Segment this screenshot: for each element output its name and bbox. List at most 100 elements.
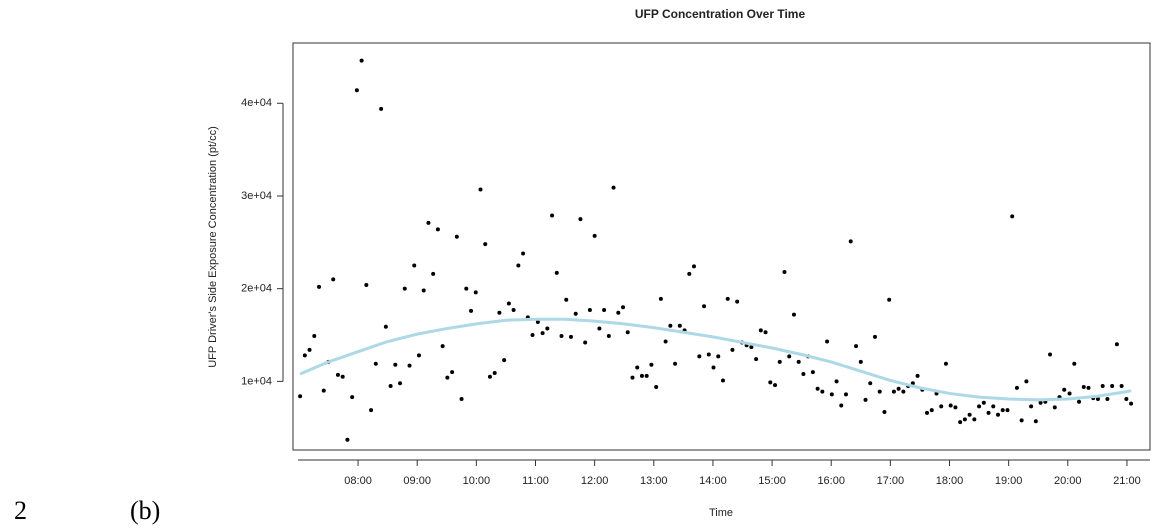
point [440, 344, 445, 349]
point [868, 381, 873, 386]
point [469, 308, 474, 313]
x-tick-label: 09:00 [403, 475, 431, 487]
point [431, 271, 436, 276]
point [435, 227, 440, 232]
point [502, 358, 507, 363]
point [379, 106, 384, 111]
point [1086, 385, 1091, 390]
point [1014, 385, 1019, 390]
point [995, 412, 1000, 417]
point [302, 353, 307, 358]
figure-label: (b) [130, 496, 160, 525]
point [492, 371, 497, 376]
point [1024, 379, 1029, 384]
point [1081, 384, 1086, 389]
point [583, 340, 588, 345]
y-tick-label: 1e+04 [241, 375, 272, 387]
point [497, 310, 502, 315]
point [1072, 361, 1077, 366]
point [773, 383, 778, 388]
point [345, 437, 350, 442]
point [843, 392, 848, 397]
point [573, 311, 578, 316]
point [929, 408, 934, 413]
point [611, 185, 616, 190]
y-tick-label: 4e+04 [241, 97, 272, 109]
point [369, 408, 374, 413]
y-axis-title: UFP Driver's Side Exposure Concentration… [207, 126, 219, 368]
point [654, 384, 659, 389]
point [359, 58, 364, 63]
point [521, 251, 526, 256]
point [450, 370, 455, 375]
x-tick-label: 10:00 [463, 475, 491, 487]
x-tick-label: 11:00 [522, 475, 549, 487]
point [777, 359, 782, 364]
point [882, 409, 887, 414]
point [616, 310, 621, 315]
point [749, 345, 754, 350]
point [402, 286, 407, 291]
point [530, 333, 535, 338]
point [1100, 384, 1105, 389]
point [625, 330, 630, 335]
point [910, 381, 915, 386]
point [720, 378, 725, 383]
point [815, 386, 820, 391]
point [535, 320, 540, 325]
point [1105, 397, 1110, 402]
point [321, 388, 326, 393]
point [872, 334, 877, 339]
point [644, 373, 649, 378]
point [1005, 408, 1010, 413]
point [834, 379, 839, 384]
y-tick-label: 2e+04 [241, 283, 272, 295]
point [891, 389, 896, 394]
point [801, 371, 806, 376]
point [962, 417, 967, 422]
point [1110, 384, 1115, 389]
point [516, 263, 521, 268]
point [702, 304, 707, 309]
point [364, 282, 369, 287]
point [986, 410, 991, 415]
point [511, 308, 516, 313]
point [473, 290, 478, 295]
point [711, 365, 716, 370]
point [768, 380, 773, 385]
point [407, 363, 412, 368]
point [706, 352, 711, 357]
point [340, 374, 345, 379]
point [445, 375, 450, 380]
point [981, 400, 986, 405]
x-tick-label: 12:00 [581, 475, 609, 487]
point [426, 220, 431, 225]
point [858, 359, 863, 364]
point [825, 339, 830, 344]
point [545, 326, 550, 331]
x-tick-label: 20:00 [1054, 475, 1082, 487]
point [716, 354, 721, 359]
point [459, 397, 464, 402]
point [550, 213, 555, 218]
point [559, 333, 564, 338]
point [1062, 387, 1067, 392]
point [958, 420, 963, 425]
point [896, 386, 901, 391]
point [977, 404, 982, 409]
point [925, 410, 930, 415]
point [943, 361, 948, 366]
point [621, 305, 626, 310]
point [454, 234, 459, 239]
point [331, 277, 336, 282]
x-tick-label: 08:00 [344, 475, 372, 487]
point [687, 271, 692, 276]
point [307, 347, 312, 352]
point [630, 375, 635, 380]
point [758, 328, 763, 333]
point [383, 324, 388, 329]
point [677, 323, 682, 328]
point [639, 373, 644, 378]
point [915, 373, 920, 378]
